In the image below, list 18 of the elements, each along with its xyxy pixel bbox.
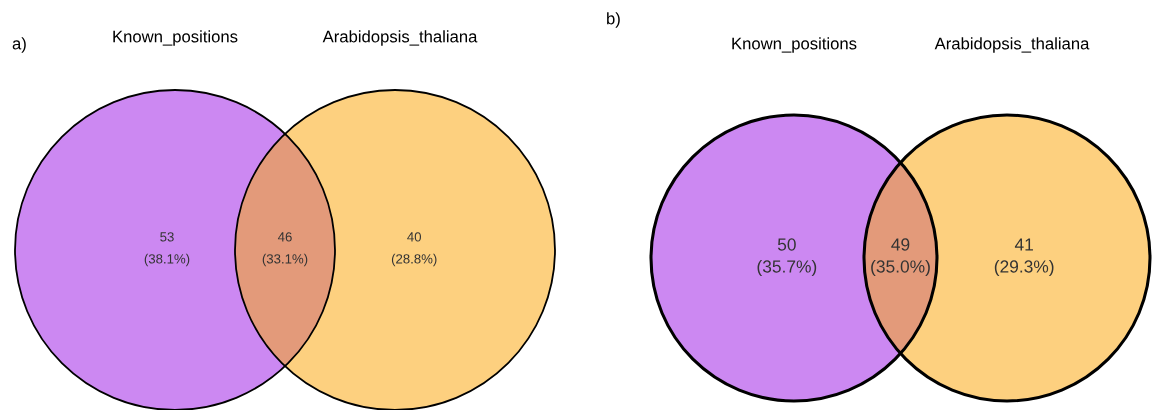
text: a) xyxy=(12,37,26,53)
text: Arabidopsis_thaliana xyxy=(322,30,478,46)
text: Known_positions xyxy=(732,37,857,53)
text: (35.0%) xyxy=(871,259,930,277)
data-label: 49 xyxy=(891,238,910,251)
text: (38.1%) xyxy=(144,253,190,267)
text: Known_positions xyxy=(113,30,238,46)
data-label: 46 xyxy=(277,232,292,242)
data-label: 50 xyxy=(777,238,796,251)
data-label: 40 xyxy=(407,232,422,242)
text: Arabidopsis_thaliana xyxy=(934,37,1090,53)
text: (29.3%) xyxy=(994,259,1054,277)
data-label: 53 xyxy=(160,232,174,242)
text: (33.1%) xyxy=(262,253,308,267)
text: (28.8%) xyxy=(391,253,437,267)
text: (35.7%) xyxy=(757,259,817,277)
text: b) xyxy=(607,12,620,28)
data-label: 41 xyxy=(1014,238,1033,251)
